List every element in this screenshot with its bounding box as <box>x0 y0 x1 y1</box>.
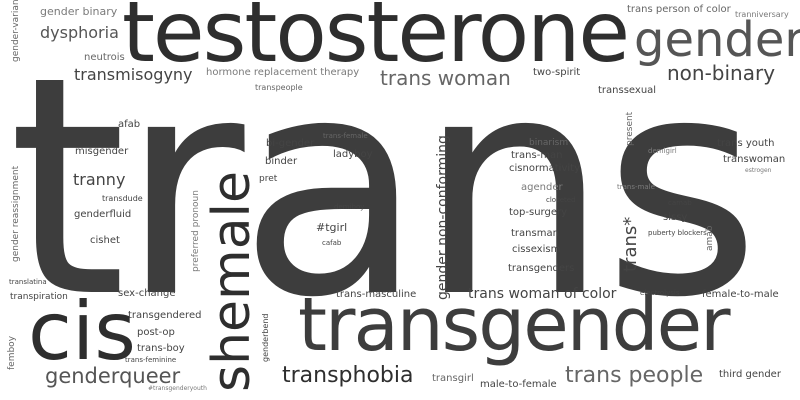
word-transgenders: transgenders <box>508 263 575 274</box>
word-transpiration: transpiration <box>10 292 68 302</box>
word-trans-person-of-color: trans person of color <box>627 4 731 15</box>
word-transwoman: transwoman <box>723 154 786 165</box>
word-trans-female: trans-female <box>323 132 368 140</box>
word-trans-youth: trans youth <box>717 138 775 149</box>
word-cissexism: cissexism <box>512 244 561 255</box>
word-tranniversary: tranniversary <box>735 10 789 19</box>
word-third-gender: third gender <box>719 369 781 380</box>
word-transmisogyny: transmisogyny <box>74 65 193 84</box>
word-sex-change: sex-change <box>118 288 176 299</box>
word-genderqueer: genderqueer <box>45 364 181 388</box>
word-trans: trans <box>8 13 760 364</box>
word-gender: gender <box>634 12 800 68</box>
word-trans-woman: trans woman <box>380 66 511 90</box>
word-non-binary: non-binary <box>667 61 776 85</box>
word-tranny: tranny <box>73 170 126 189</box>
word-binder: binder <box>265 156 298 167</box>
word-transdude: transdude <box>102 194 143 203</box>
word-cishet: cishet <box>90 235 120 246</box>
word-femboy: femboy <box>7 335 17 370</box>
word-post-op: post-op <box>137 327 175 338</box>
word-transsexual: transsexual <box>598 85 657 96</box>
word-two-spirit: two-spirit <box>533 67 581 78</box>
word-dysphoria: dysphoria <box>40 23 119 42</box>
word-demigirl: demigirl <box>648 147 677 155</box>
word-bi-gender: bi-gender <box>266 138 315 149</box>
word-genderfluid: genderfluid <box>74 209 132 220</box>
word-cafab: cafab <box>322 239 342 247</box>
word-trans-boy: trans-boy <box>137 343 185 354</box>
word-transgender: transgender <box>298 282 731 368</box>
word-gender-non-conforming: gender non-conforming <box>435 135 451 300</box>
word-male-to-female: male-to-female <box>480 379 557 390</box>
word-transpeople: transpeople <box>255 83 303 92</box>
word-shemale: shemale <box>202 171 262 392</box>
word-neutrois: neutrois <box>84 52 125 63</box>
word-gender-binary: gender binary <box>40 5 118 18</box>
word-gender-variant: gender-variant <box>11 0 21 62</box>
word-transphobia: transphobia <box>282 363 414 388</box>
word-preferred-pronoun: preferred pronoun <box>191 190 201 272</box>
word-genderbend: genderbend <box>261 313 270 362</box>
word-trans-star: trans* <box>620 216 641 272</box>
word-trans-masculine: trans-masculine <box>336 289 417 300</box>
word-cis: cis <box>28 285 136 378</box>
word-trans-feminine: trans-feminine <box>125 356 177 364</box>
word-transgendered: transgendered <box>128 310 202 321</box>
word-present: present <box>625 111 635 146</box>
word-cisnormativity: cisnormativity <box>509 163 580 174</box>
word-female-to-male: female-to-male <box>702 289 779 300</box>
word-misgender: misgender <box>75 146 129 157</box>
word-gender-reassignment: gender reassignment <box>11 165 21 262</box>
word-camab: camab <box>668 199 692 207</box>
word-tgirl: #tgirl <box>316 221 348 234</box>
word-translatina: translatina <box>9 278 47 286</box>
word-sissy: sissy <box>663 212 688 223</box>
word-testosterone: testosterone <box>122 0 630 81</box>
word-trans-people: trans people <box>565 363 704 388</box>
word-agender: agender <box>521 182 563 193</box>
word-puberty-blockers: puberty blockers <box>648 229 707 237</box>
word-electrolysis: electrolysis <box>640 289 680 297</box>
word-closeted: closeted <box>546 196 576 204</box>
word-transman: transman <box>511 228 559 239</box>
word-trans-male: trans-male <box>617 183 655 191</box>
word-trans-man: trans-man <box>511 150 563 161</box>
word-binarism: binarism <box>529 138 569 148</box>
word-hormone-replacement-therapy: hormone replacement therapy <box>206 67 360 78</box>
word-top-surgery: top-surgery <box>509 207 568 218</box>
word-amab: amab <box>705 225 715 251</box>
word-transgenderyouth: #transgenderyouth <box>148 385 207 392</box>
word-demiboy: demiboy <box>334 203 365 211</box>
word-afab: afab <box>118 119 141 130</box>
word-transgirl: transgirl <box>432 373 474 384</box>
word-pret: pret <box>259 174 278 184</box>
word-trans-woman-of-color: trans woman of color <box>468 286 617 302</box>
word-estrogen: estrogen <box>745 167 772 174</box>
word-ladyboy: ladyboy <box>333 149 373 160</box>
